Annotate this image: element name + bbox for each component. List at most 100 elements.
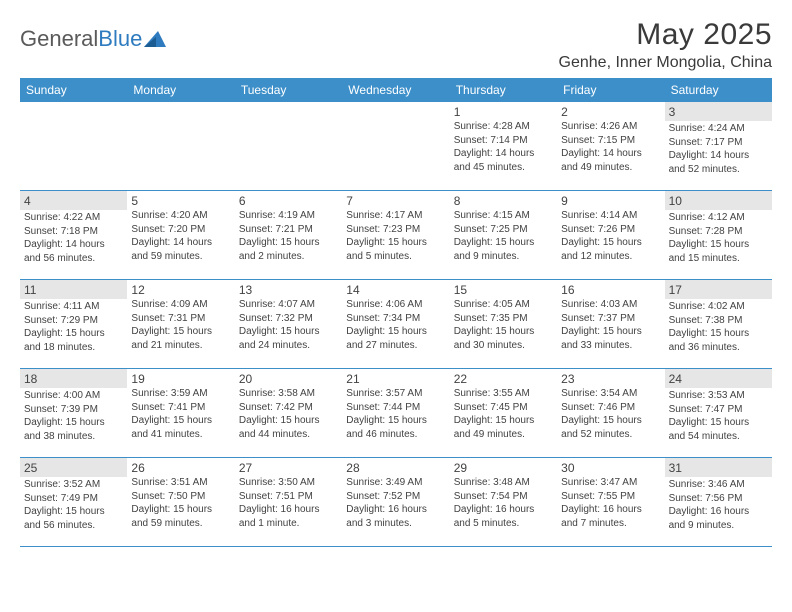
sunrise-text: Sunrise: 4:22 AM bbox=[24, 211, 123, 225]
day-number: 28 bbox=[346, 461, 445, 475]
calendar-week: 25Sunrise: 3:52 AMSunset: 7:49 PMDayligh… bbox=[20, 458, 772, 547]
sunset-text: Sunset: 7:42 PM bbox=[239, 401, 338, 415]
title-block: May 2025 Genhe, Inner Mongolia, China bbox=[559, 18, 772, 72]
day-number: 6 bbox=[239, 194, 338, 208]
calendar-cell: 30Sunrise: 3:47 AMSunset: 7:55 PMDayligh… bbox=[557, 458, 664, 546]
day-info: Sunrise: 4:24 AMSunset: 7:17 PMDaylight:… bbox=[669, 122, 768, 176]
calendar-cell: 25Sunrise: 3:52 AMSunset: 7:49 PMDayligh… bbox=[20, 458, 127, 546]
daylight-text: Daylight: 15 hours and 38 minutes. bbox=[24, 416, 123, 443]
month-title: May 2025 bbox=[559, 18, 772, 52]
calendar-cell: 31Sunrise: 3:46 AMSunset: 7:56 PMDayligh… bbox=[665, 458, 772, 546]
page-header: GeneralBlue May 2025 Genhe, Inner Mongol… bbox=[20, 18, 772, 72]
brand-part2: Blue bbox=[98, 26, 142, 52]
day-number: 15 bbox=[454, 283, 553, 297]
daylight-text: Daylight: 15 hours and 44 minutes. bbox=[239, 414, 338, 441]
day-number: 30 bbox=[561, 461, 660, 475]
daylight-text: Daylight: 16 hours and 9 minutes. bbox=[669, 505, 768, 532]
calendar-cell: 10Sunrise: 4:12 AMSunset: 7:28 PMDayligh… bbox=[665, 191, 772, 279]
day-info: Sunrise: 3:47 AMSunset: 7:55 PMDaylight:… bbox=[561, 476, 660, 530]
sunset-text: Sunset: 7:28 PM bbox=[669, 225, 768, 239]
calendar-cell bbox=[235, 102, 342, 190]
sunrise-text: Sunrise: 3:49 AM bbox=[346, 476, 445, 490]
calendar-cell: 14Sunrise: 4:06 AMSunset: 7:34 PMDayligh… bbox=[342, 280, 449, 368]
daylight-text: Daylight: 15 hours and 59 minutes. bbox=[131, 503, 230, 530]
sunrise-text: Sunrise: 3:57 AM bbox=[346, 387, 445, 401]
sunrise-text: Sunrise: 4:03 AM bbox=[561, 298, 660, 312]
day-number: 20 bbox=[239, 372, 338, 386]
daylight-text: Daylight: 15 hours and 56 minutes. bbox=[24, 505, 123, 532]
calendar-cell: 26Sunrise: 3:51 AMSunset: 7:50 PMDayligh… bbox=[127, 458, 234, 546]
calendar-cell: 20Sunrise: 3:58 AMSunset: 7:42 PMDayligh… bbox=[235, 369, 342, 457]
calendar-cell: 19Sunrise: 3:59 AMSunset: 7:41 PMDayligh… bbox=[127, 369, 234, 457]
daylight-text: Daylight: 15 hours and 36 minutes. bbox=[669, 327, 768, 354]
daylight-text: Daylight: 15 hours and 46 minutes. bbox=[346, 414, 445, 441]
sunset-text: Sunset: 7:35 PM bbox=[454, 312, 553, 326]
day-number: 14 bbox=[346, 283, 445, 297]
day-info: Sunrise: 4:02 AMSunset: 7:38 PMDaylight:… bbox=[669, 300, 768, 354]
sunrise-text: Sunrise: 4:14 AM bbox=[561, 209, 660, 223]
day-info: Sunrise: 3:48 AMSunset: 7:54 PMDaylight:… bbox=[454, 476, 553, 530]
daylight-text: Daylight: 16 hours and 5 minutes. bbox=[454, 503, 553, 530]
sunset-text: Sunset: 7:31 PM bbox=[131, 312, 230, 326]
sunset-text: Sunset: 7:32 PM bbox=[239, 312, 338, 326]
sunset-text: Sunset: 7:55 PM bbox=[561, 490, 660, 504]
daylight-text: Daylight: 14 hours and 45 minutes. bbox=[454, 147, 553, 174]
day-number: 19 bbox=[131, 372, 230, 386]
day-number: 2 bbox=[561, 105, 660, 119]
sunrise-text: Sunrise: 4:09 AM bbox=[131, 298, 230, 312]
calendar-week: 1Sunrise: 4:28 AMSunset: 7:14 PMDaylight… bbox=[20, 102, 772, 191]
calendar-week: 18Sunrise: 4:00 AMSunset: 7:39 PMDayligh… bbox=[20, 369, 772, 458]
day-number: 8 bbox=[454, 194, 553, 208]
sunrise-text: Sunrise: 4:05 AM bbox=[454, 298, 553, 312]
sunset-text: Sunset: 7:23 PM bbox=[346, 223, 445, 237]
daylight-text: Daylight: 15 hours and 9 minutes. bbox=[454, 236, 553, 263]
calendar-cell: 3Sunrise: 4:24 AMSunset: 7:17 PMDaylight… bbox=[665, 102, 772, 190]
sail-icon bbox=[144, 31, 166, 49]
calendar-cell: 16Sunrise: 4:03 AMSunset: 7:37 PMDayligh… bbox=[557, 280, 664, 368]
calendar-cell: 2Sunrise: 4:26 AMSunset: 7:15 PMDaylight… bbox=[557, 102, 664, 190]
day-number: 7 bbox=[346, 194, 445, 208]
day-info: Sunrise: 4:28 AMSunset: 7:14 PMDaylight:… bbox=[454, 120, 553, 174]
sunrise-text: Sunrise: 4:20 AM bbox=[131, 209, 230, 223]
calendar-cell: 15Sunrise: 4:05 AMSunset: 7:35 PMDayligh… bbox=[450, 280, 557, 368]
sunset-text: Sunset: 7:44 PM bbox=[346, 401, 445, 415]
weekday-header: Thursday bbox=[450, 78, 557, 102]
day-info: Sunrise: 4:15 AMSunset: 7:25 PMDaylight:… bbox=[454, 209, 553, 263]
daylight-text: Daylight: 14 hours and 56 minutes. bbox=[24, 238, 123, 265]
day-info: Sunrise: 3:57 AMSunset: 7:44 PMDaylight:… bbox=[346, 387, 445, 441]
daylight-text: Daylight: 16 hours and 7 minutes. bbox=[561, 503, 660, 530]
location-text: Genhe, Inner Mongolia, China bbox=[559, 54, 772, 72]
day-number: 21 bbox=[346, 372, 445, 386]
day-number: 31 bbox=[665, 458, 772, 477]
sunset-text: Sunset: 7:15 PM bbox=[561, 134, 660, 148]
sunset-text: Sunset: 7:34 PM bbox=[346, 312, 445, 326]
sunrise-text: Sunrise: 3:50 AM bbox=[239, 476, 338, 490]
calendar-cell: 1Sunrise: 4:28 AMSunset: 7:14 PMDaylight… bbox=[450, 102, 557, 190]
sunrise-text: Sunrise: 3:46 AM bbox=[669, 478, 768, 492]
calendar-cell: 28Sunrise: 3:49 AMSunset: 7:52 PMDayligh… bbox=[342, 458, 449, 546]
daylight-text: Daylight: 15 hours and 54 minutes. bbox=[669, 416, 768, 443]
sunrise-text: Sunrise: 4:07 AM bbox=[239, 298, 338, 312]
calendar-cell: 12Sunrise: 4:09 AMSunset: 7:31 PMDayligh… bbox=[127, 280, 234, 368]
sunset-text: Sunset: 7:51 PM bbox=[239, 490, 338, 504]
weekday-header: Wednesday bbox=[342, 78, 449, 102]
calendar-cell: 11Sunrise: 4:11 AMSunset: 7:29 PMDayligh… bbox=[20, 280, 127, 368]
sunset-text: Sunset: 7:54 PM bbox=[454, 490, 553, 504]
calendar-cell: 4Sunrise: 4:22 AMSunset: 7:18 PMDaylight… bbox=[20, 191, 127, 279]
day-info: Sunrise: 4:12 AMSunset: 7:28 PMDaylight:… bbox=[669, 211, 768, 265]
weekday-header: Friday bbox=[557, 78, 664, 102]
sunrise-text: Sunrise: 3:59 AM bbox=[131, 387, 230, 401]
calendar-cell: 5Sunrise: 4:20 AMSunset: 7:20 PMDaylight… bbox=[127, 191, 234, 279]
daylight-text: Daylight: 15 hours and 30 minutes. bbox=[454, 325, 553, 352]
calendar-cell: 21Sunrise: 3:57 AMSunset: 7:44 PMDayligh… bbox=[342, 369, 449, 457]
day-number: 25 bbox=[20, 458, 127, 477]
sunset-text: Sunset: 7:17 PM bbox=[669, 136, 768, 150]
day-info: Sunrise: 3:58 AMSunset: 7:42 PMDaylight:… bbox=[239, 387, 338, 441]
sunset-text: Sunset: 7:21 PM bbox=[239, 223, 338, 237]
sunrise-text: Sunrise: 3:47 AM bbox=[561, 476, 660, 490]
calendar-week: 11Sunrise: 4:11 AMSunset: 7:29 PMDayligh… bbox=[20, 280, 772, 369]
sunrise-text: Sunrise: 3:54 AM bbox=[561, 387, 660, 401]
day-info: Sunrise: 4:26 AMSunset: 7:15 PMDaylight:… bbox=[561, 120, 660, 174]
calendar-cell: 9Sunrise: 4:14 AMSunset: 7:26 PMDaylight… bbox=[557, 191, 664, 279]
calendar-cell: 7Sunrise: 4:17 AMSunset: 7:23 PMDaylight… bbox=[342, 191, 449, 279]
